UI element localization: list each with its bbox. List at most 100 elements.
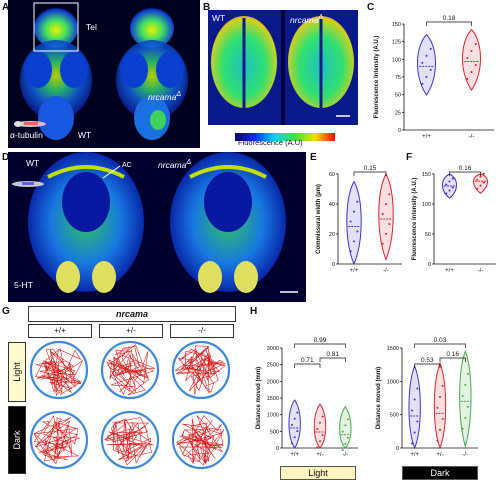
data-point	[381, 213, 384, 216]
violin-1	[433, 361, 447, 450]
panel-d-micrograph: WT nrcamaΔ AC 5-HT	[8, 152, 306, 302]
x-tick-label: +/+	[410, 452, 419, 458]
data-point	[470, 49, 473, 52]
data-point	[466, 372, 469, 375]
mutant-label: nrcamaΔ	[148, 90, 182, 102]
mutant-brain-image	[116, 8, 188, 140]
data-point	[353, 210, 355, 213]
chart-h-light: 0 500 1000 1500 2000 2500 3000 Distance moved (…	[256, 337, 358, 458]
data-point	[291, 442, 294, 445]
wt-brain-image	[28, 152, 144, 293]
y-tick-label: 50	[425, 232, 431, 238]
y-tick-label: 40	[329, 202, 335, 208]
data-point	[296, 430, 299, 433]
data-point	[296, 411, 299, 414]
data-point	[293, 436, 296, 439]
data-point	[451, 186, 454, 189]
p-value-label: 0.99	[314, 337, 327, 344]
violin-1	[313, 403, 327, 449]
mutant-label: nrcamaΔ	[158, 158, 192, 170]
data-point	[349, 220, 352, 223]
data-point	[476, 178, 479, 181]
genotype-header-3: -/-	[170, 324, 234, 338]
data-point	[461, 394, 464, 397]
panel-letter-e: E	[310, 152, 317, 163]
y-tick-label: 0	[276, 446, 279, 452]
significance-bracket	[414, 363, 441, 368]
data-point	[321, 434, 324, 437]
genotype-header-2: +/-	[99, 324, 163, 338]
p-value-label: 0.53	[421, 357, 434, 364]
y-tick-label: 100	[392, 57, 401, 63]
y-axis-label: Fluorescence Intensity (A.U.)	[374, 36, 380, 119]
violin-0	[288, 399, 301, 449]
data-point	[479, 184, 482, 187]
significance-bracket	[449, 171, 481, 176]
data-point	[388, 222, 391, 225]
data-point	[482, 172, 485, 175]
chart-e: 0 20 40 60 Commissural width (µm) +/+ -/- 0.15	[316, 165, 402, 274]
data-point	[448, 180, 451, 183]
x-tick-label: -/-	[342, 452, 348, 458]
violin-0	[408, 364, 421, 450]
panel-b-micrograph: WT nrcamaΔ	[208, 10, 358, 125]
data-point	[482, 181, 485, 184]
y-tick-label: 3000	[267, 346, 279, 352]
violin-0	[417, 33, 436, 96]
data-point	[464, 383, 467, 386]
y-tick-label: 1000	[267, 413, 279, 419]
data-point	[466, 56, 469, 59]
data-point	[381, 242, 384, 245]
swim-track	[35, 348, 84, 397]
data-point	[445, 192, 448, 195]
data-point	[319, 421, 321, 424]
panel-letter-c: C	[367, 2, 375, 13]
data-point	[344, 424, 347, 427]
colorbar	[235, 128, 335, 141]
significance-bracket	[426, 21, 472, 26]
y-axis-label: Distance moved (mm)	[376, 367, 382, 429]
data-point	[436, 406, 439, 409]
data-point	[421, 82, 424, 85]
swim-track	[33, 415, 80, 465]
data-point	[385, 203, 387, 206]
data-point	[316, 427, 319, 430]
genotype-header-1: +/+	[28, 324, 92, 338]
dark-row-label: Dark	[8, 406, 26, 474]
p-value-label: 0.16	[459, 165, 472, 172]
stain-label: 5-HT	[14, 280, 33, 290]
data-point	[411, 409, 414, 412]
data-point	[356, 230, 359, 233]
p-value-label: 0.71	[301, 357, 314, 364]
data-point	[474, 42, 477, 45]
chart-f: 0 50 100 150 Fluorescence intensity (A.U.) +/…	[412, 165, 496, 274]
y-axis-label: Fluorescence intensity (A.U.)	[412, 178, 418, 261]
stain-label: α-tubulin	[10, 130, 43, 140]
chart-c: 0 25 50 75 100 125 150 Fluorescence Intensity (…	[374, 15, 494, 140]
track-arena	[29, 340, 89, 400]
data-point	[411, 442, 414, 445]
p-value-label: 0.15	[364, 165, 377, 172]
y-tick-label: 1000	[387, 379, 399, 385]
light-row-label: Light	[8, 342, 26, 402]
panel-letter-f: F	[406, 152, 413, 163]
data-point	[421, 61, 424, 64]
data-point	[416, 387, 419, 390]
y-tick-label: 2000	[267, 379, 279, 385]
y-tick-label: 2500	[267, 363, 279, 369]
data-point	[448, 189, 451, 192]
chart-h-dark: 0 500 1000 1500 Distance moved (mm) +/+ +/- -/-…	[376, 337, 478, 458]
x-tick-label: +/-	[316, 452, 323, 458]
violin-2	[459, 349, 472, 449]
significance-bracket	[439, 357, 466, 362]
track-arena	[171, 410, 231, 470]
y-tick-label: 500	[390, 413, 399, 419]
x-tick-label: -/-	[462, 452, 468, 458]
panel-a-micrograph: Tel α-tubulin WT nrcamaΔ	[8, 0, 200, 148]
data-point	[349, 250, 352, 253]
data-point	[466, 77, 469, 80]
violin-0	[442, 173, 457, 199]
panel-letter-h: H	[250, 306, 258, 317]
swim-track	[174, 345, 226, 395]
y-tick-label: 60	[329, 172, 335, 178]
